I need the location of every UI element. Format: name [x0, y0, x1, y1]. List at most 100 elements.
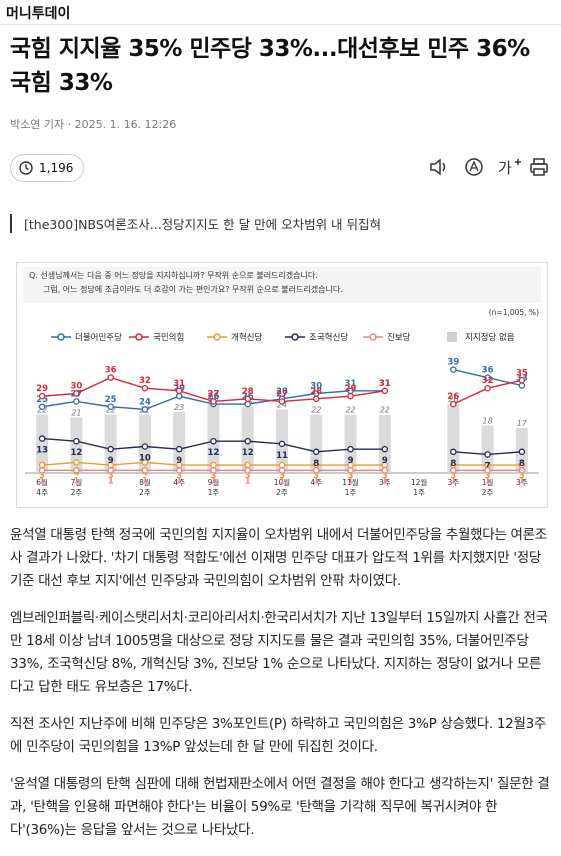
data-label: 27 [276, 389, 288, 399]
font-size-button[interactable]: 가 [498, 159, 512, 177]
legend-label: 진보당 [387, 332, 411, 343]
data-label: 1 [313, 476, 319, 486]
point [244, 437, 251, 445]
views-pill[interactable]: 1,196 [10, 154, 85, 182]
translate-button[interactable] [465, 158, 483, 176]
x-tick-label: 4주 [173, 478, 185, 487]
point [107, 445, 114, 453]
data-label: 1 [348, 476, 354, 486]
x-tick-label: 1월 2주 [482, 477, 494, 497]
bar-label: 22 [311, 406, 321, 415]
x-tick-label: 10월 2주 [274, 477, 291, 497]
legend-label: 조국혁신당 [309, 332, 348, 343]
legend-marker [213, 333, 221, 341]
bar-label: 22 [345, 406, 355, 415]
point [210, 437, 217, 445]
data-label: 26 [447, 392, 459, 402]
data-label: 30 [70, 382, 82, 392]
point [175, 392, 183, 400]
print-button[interactable] [530, 158, 548, 176]
point [484, 384, 491, 392]
chart: Q. 선생님께서는 다음 중 어느 정당을 지지하십니까? 무작위 순으로 불러… [16, 262, 548, 508]
subheading: [the300]NBS여론조사...정당지지도 한 달 만에 오차범위 내 뒤집… [10, 214, 381, 233]
data-label: 31 [379, 379, 391, 389]
point [107, 374, 114, 381]
point [347, 467, 354, 474]
data-label: 1 [39, 476, 45, 486]
data-label: 11 [276, 451, 288, 461]
point [141, 467, 149, 474]
data-label: 25 [36, 395, 48, 405]
data-label: 3 [211, 471, 217, 481]
paragraph: 윤석열 대통령 탄핵 정국에 국민의힘 지지율이 오차범위 내에서 더불어민주당… [10, 527, 547, 589]
data-label: 3 [39, 471, 45, 481]
point [484, 374, 491, 381]
legend-label: 더불어민주당 [75, 332, 122, 343]
point [381, 387, 389, 395]
data-label: 3 [519, 471, 525, 481]
clock-icon [19, 161, 33, 175]
data-label: 30 [310, 382, 322, 392]
legend-marker [57, 333, 65, 341]
bar [378, 414, 391, 473]
note: (n=1,005, %) [489, 308, 539, 317]
brand[interactable]: 머니투데이 [6, 6, 71, 22]
bar-label: 22 [380, 406, 390, 415]
point [381, 467, 389, 474]
data-label: 1 [142, 476, 148, 486]
data-label: 12 [70, 448, 82, 458]
data-label: 3 [348, 471, 354, 481]
data-label: 3 [382, 471, 388, 481]
data-label: 24 [139, 397, 151, 407]
bar [310, 414, 323, 473]
data-label: 9 [348, 456, 354, 466]
data-label: 28 [310, 387, 322, 397]
x-tick-label: 8월 2주 [139, 477, 151, 497]
data-label: 3 [485, 471, 491, 481]
point [313, 467, 320, 474]
bar-label: 24 [277, 400, 287, 409]
point [175, 467, 183, 474]
data-label: 35 [516, 368, 528, 378]
point [244, 395, 251, 403]
paragraph: 엠브레인퍼블릭·케이스탯리서치·코리아리서치·한국리서치가 지난 13일부터 1… [10, 610, 548, 695]
data-label: 25 [105, 395, 117, 405]
data-label: 27 [208, 389, 220, 399]
legend-label: 개혁신당 [231, 332, 262, 343]
data-label: 1 [450, 476, 456, 486]
point [175, 387, 183, 395]
question-box [23, 267, 541, 303]
point [38, 467, 46, 474]
point [141, 406, 149, 413]
bar-label: 18 [483, 416, 493, 425]
data-label: 3 [176, 471, 182, 481]
point [278, 461, 286, 469]
legend-label: 지지정당 없음 [465, 332, 515, 343]
data-label: 9 [382, 456, 388, 466]
point [210, 398, 217, 405]
data-label: 1 [176, 476, 182, 486]
data-label: 36 [482, 366, 494, 376]
point [244, 461, 251, 469]
data-label: 9 [108, 456, 114, 466]
data-label: 36 [105, 366, 117, 376]
data-label: 3 [245, 471, 251, 481]
point [518, 377, 526, 384]
toolbar: 가 [430, 158, 548, 177]
x-tick-label: 4주 [310, 478, 322, 487]
point [313, 448, 320, 456]
data-label: 31 [379, 379, 391, 389]
bar-label: 21 [71, 408, 81, 417]
point [244, 400, 251, 408]
data-label: 29 [345, 384, 357, 394]
x-tick-label: 3주 [516, 478, 528, 487]
listen-button[interactable] [430, 158, 446, 176]
x-tick-label: 6월 4주 [36, 477, 48, 497]
x-tick-label: 12월 1주 [411, 477, 428, 497]
data-label: 1 [485, 476, 491, 486]
point [107, 403, 114, 410]
bar [344, 414, 357, 473]
data-label: 1 [279, 476, 285, 486]
point [278, 398, 286, 405]
data-label: 8 [450, 459, 456, 469]
